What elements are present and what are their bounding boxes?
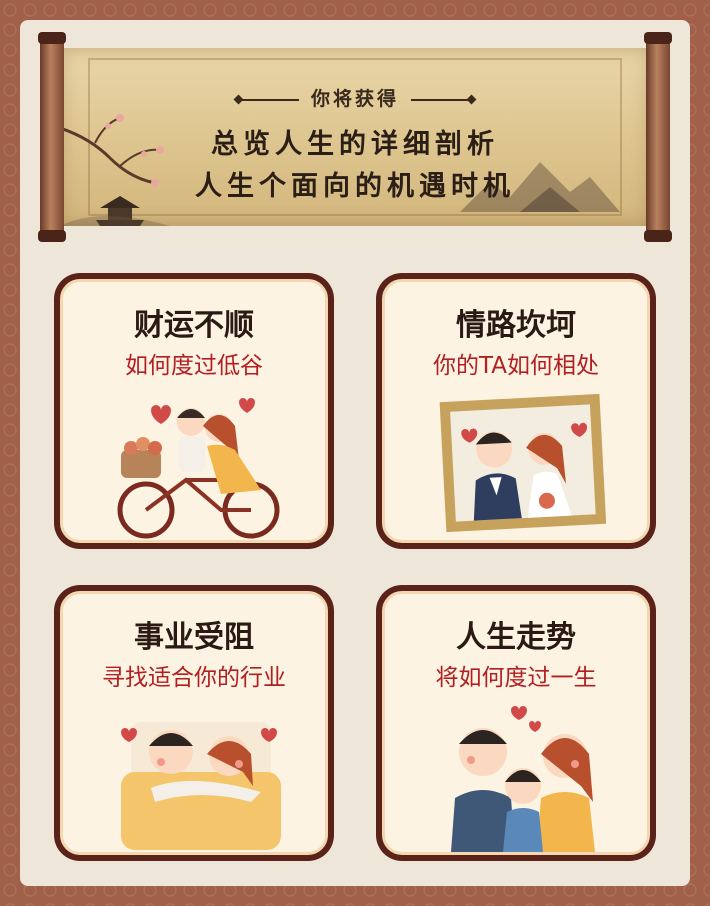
card-subtitle: 将如何度过一生 [435,665,597,691]
decorative-line-right [411,98,471,101]
card-inner: 财运不顺 如何度过低谷 [60,279,328,543]
decorative-line-left [238,98,299,101]
card-inner: 事业受阻 寻找适合你的行业 [60,591,328,855]
mountains-icon [460,162,620,212]
scroll-paper [60,48,650,226]
card-career[interactable]: 事业受阻 寻找适合你的行业 [54,585,334,861]
scroll-roller-left [38,32,66,242]
card-title: 事业受阻 [134,620,254,655]
scroll-banner: 你将获得 总览人生的详细剖析 人生个面向的机遇时机 [38,32,672,242]
family-portrait-illustration [451,706,595,852]
scroll-heading-text: 你将获得 [310,88,399,110]
card-subtitle: 寻找适合你的行业 [102,665,286,691]
couple-hug-illustration [121,722,281,850]
plum-pavilion-icon [60,114,170,226]
card-inner: 人生走势 将如何度过一生 [382,591,650,855]
card-wealth[interactable]: 财运不顺 如何度过低谷 [54,273,334,549]
scroll-line-1: 总览人生的详细剖析 [211,129,499,160]
card-title: 情路坎坷 [456,308,576,343]
scroll-roller-right [644,32,672,242]
card-love[interactable]: 情路坎坷 你的TA如何相处 [376,273,656,549]
scroll-line-2: 人生个面向的机遇时机 [195,171,515,202]
wedding-photo-frame-illustration [439,393,607,533]
card-inner: 情路坎坷 你的TA如何相处 [382,279,650,543]
card-subtitle: 你的TA如何相处 [433,353,599,379]
scroll-paper-frame [88,58,622,216]
couple-bicycle-illustration [117,398,280,539]
card-title: 人生走势 [456,620,576,655]
card-title: 财运不顺 [134,308,254,343]
card-life-trend[interactable]: 人生走势 将如何度过一生 [376,585,656,861]
card-subtitle: 如何度过低谷 [125,353,263,379]
scroll-heading: 你将获得 [40,84,670,111]
